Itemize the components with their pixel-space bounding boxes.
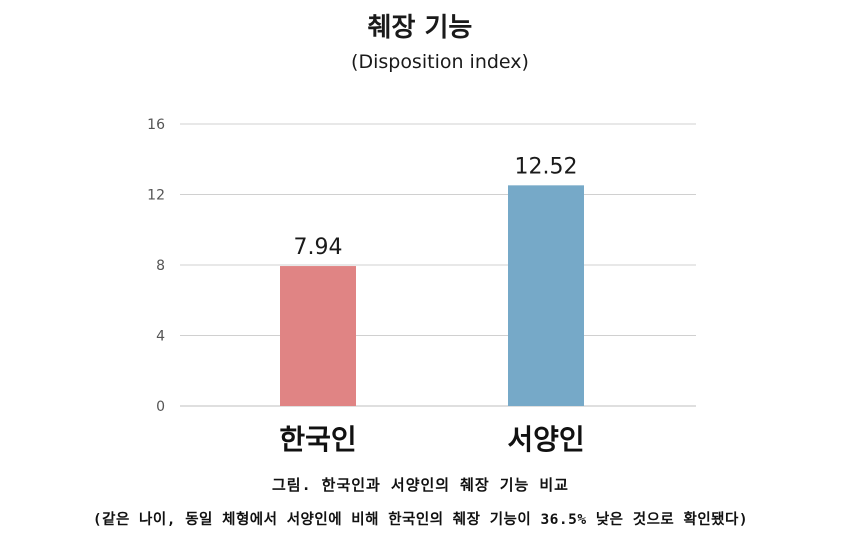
y-tick-label: 8 xyxy=(156,258,165,274)
category-label: 한국인 xyxy=(279,423,356,456)
y-tick-label: 16 xyxy=(147,117,165,133)
bar-value-label: 7.94 xyxy=(294,235,343,260)
category-labels: 한국인 서양인 xyxy=(279,423,584,456)
data-labels: 7.94 12.52 xyxy=(294,154,578,260)
y-tick-label: 4 xyxy=(156,329,165,345)
chart-title: 췌장 기능 xyxy=(368,13,473,43)
bar xyxy=(280,266,356,406)
y-tick-label: 12 xyxy=(147,188,165,204)
y-axis-ticks: 0 4 8 12 16 xyxy=(147,117,165,415)
bar xyxy=(508,185,584,406)
bars xyxy=(280,185,584,406)
gridlines xyxy=(180,123,696,407)
chart-subtitle: (Disposition index) xyxy=(351,51,529,73)
figure-note: (같은 나이, 동일 체형에서 서양인에 비해 한국인의 췌장 기능이 36.5… xyxy=(92,512,749,528)
figure-caption: 그림. 한국인과 서양인의 췌장 기능 비교 xyxy=(272,476,569,494)
y-tick-label: 0 xyxy=(156,399,165,415)
bar-value-label: 12.52 xyxy=(515,154,578,179)
category-label: 서양인 xyxy=(507,423,584,456)
